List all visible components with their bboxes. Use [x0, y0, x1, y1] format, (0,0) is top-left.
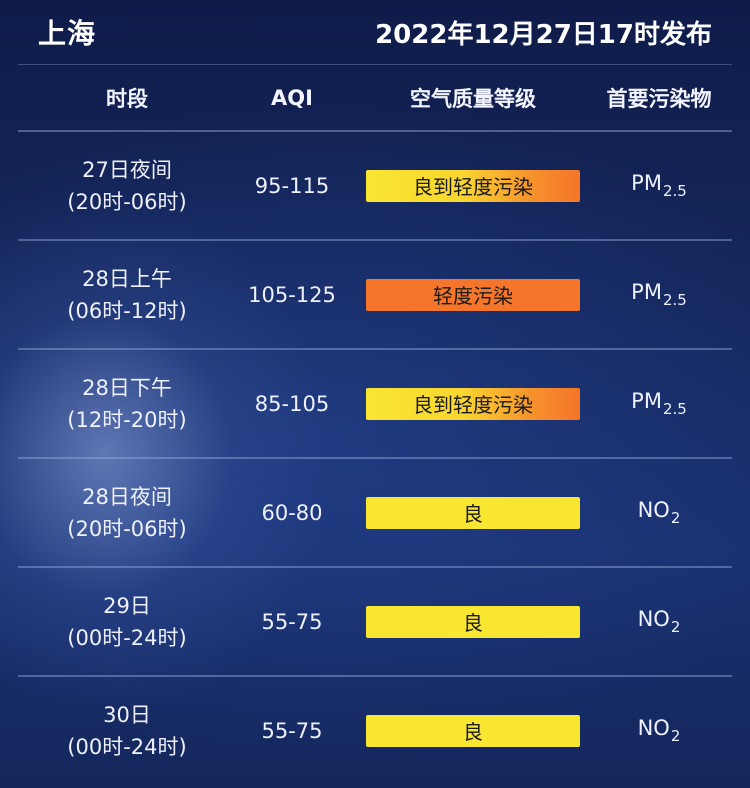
period-cell: 27日夜间 (20时-06时): [18, 154, 236, 218]
aqi-cell: 55-75: [236, 719, 348, 743]
level-cell: 良到轻度污染: [348, 169, 586, 202]
pollutant-main: PM: [631, 280, 662, 304]
pollutant-label: NO2: [638, 607, 681, 636]
period-range: (00时-24时): [67, 734, 187, 759]
pollutant-label: NO2: [638, 498, 681, 527]
pollutant-main: PM: [631, 389, 662, 413]
pollutant-cell: NO2: [586, 498, 732, 527]
level-cell: 良: [348, 605, 586, 638]
aqi-value: 55-75: [261, 609, 323, 634]
period-day: 27日夜间: [82, 157, 172, 182]
period-day: 28日夜间: [82, 484, 172, 509]
period-cell: 28日上午 (06时-12时): [18, 263, 236, 327]
column-header-pollutant: 首要污染物: [606, 86, 712, 111]
pollutant-main: NO: [637, 716, 670, 740]
pollutant-subscript: 2.5: [662, 291, 687, 309]
aqi-value: 85-105: [254, 391, 330, 416]
city-name: 上海: [38, 17, 97, 50]
pollutant-label: PM2.5: [631, 280, 687, 309]
table-row: 28日上午 (06时-12时) 105-125 轻度污染 PM2.5: [18, 239, 732, 348]
period-cell: 28日夜间 (20时-06时): [18, 481, 236, 545]
level-cell: 良到轻度污染: [348, 387, 586, 420]
aqi-cell: 55-75: [236, 610, 348, 634]
table-row: 28日下午 (12时-20时) 85-105 良到轻度污染 PM2.5: [18, 348, 732, 457]
pollutant-cell: PM2.5: [586, 280, 732, 309]
level-badge: 良到轻度污染: [366, 169, 580, 202]
period-day: 30日: [103, 702, 151, 727]
level-cell: 良: [348, 496, 586, 529]
pollutant-subscript: 2: [670, 727, 681, 745]
period-cell: 29日 (00时-24时): [18, 590, 236, 654]
pollutant-main: PM: [631, 171, 662, 195]
pollutant-cell: PM2.5: [586, 171, 732, 200]
publish-time: 2022年12月27日17时发布: [375, 19, 712, 50]
aqi-cell: 60-80: [236, 501, 348, 525]
level-badge: 良: [366, 714, 580, 747]
pollutant-label: PM2.5: [631, 389, 687, 418]
level-badge: 轻度污染: [366, 278, 580, 311]
period-cell: 28日下午 (12时-20时): [18, 372, 236, 436]
column-header-level: 空气质量等级: [410, 86, 536, 111]
level-cell: 轻度污染: [348, 278, 586, 311]
pollutant-cell: PM2.5: [586, 389, 732, 418]
period-range: (20时-06时): [67, 516, 187, 541]
pollutant-cell: NO2: [586, 716, 732, 745]
pollutant-subscript: 2: [670, 618, 681, 636]
header: 上海 2022年12月27日17时发布: [0, 0, 750, 64]
pollutant-main: NO: [637, 607, 670, 631]
aqi-forecast-table: 时段 AQI 空气质量等级 首要污染物 27日夜间 (20时-06时) 95-1…: [18, 64, 732, 782]
column-header-period: 时段: [106, 86, 148, 111]
table-row: 28日夜间 (20时-06时) 60-80 良 NO2: [18, 457, 732, 566]
table-header: 时段 AQI 空气质量等级 首要污染物: [18, 64, 732, 130]
aqi-cell: 105-125: [236, 283, 348, 307]
aqi-cell: 85-105: [236, 392, 348, 416]
table-row: 29日 (00时-24时) 55-75 良 NO2: [18, 566, 732, 675]
period-day: 28日下午: [82, 375, 172, 400]
column-header-aqi: AQI: [271, 85, 313, 110]
pollutant-subscript: 2: [670, 509, 681, 527]
level-cell: 良: [348, 714, 586, 747]
table-row: 30日 (00时-24时) 55-75 良 NO2: [18, 675, 732, 784]
period-cell: 30日 (00时-24时): [18, 699, 236, 763]
level-badge: 良: [366, 605, 580, 638]
aqi-value: 105-125: [248, 282, 336, 307]
level-badge: 良: [366, 496, 580, 529]
period-range: (06时-12时): [67, 298, 187, 323]
pollutant-cell: NO2: [586, 607, 732, 636]
aqi-cell: 95-115: [236, 174, 348, 198]
pollutant-subscript: 2.5: [662, 182, 687, 200]
period-day: 29日: [103, 593, 151, 618]
pollutant-main: NO: [637, 498, 670, 522]
period-range: (00时-24时): [67, 625, 187, 650]
pollutant-subscript: 2.5: [662, 400, 687, 418]
period-range: (12时-20时): [67, 407, 187, 432]
table-row: 27日夜间 (20时-06时) 95-115 良到轻度污染 PM2.5: [18, 130, 732, 239]
aqi-value: 55-75: [261, 718, 323, 743]
pollutant-label: PM2.5: [631, 171, 687, 200]
period-day: 28日上午: [82, 266, 172, 291]
aqi-value: 60-80: [261, 500, 323, 525]
aqi-value: 95-115: [254, 173, 330, 198]
level-badge: 良到轻度污染: [366, 387, 580, 420]
period-range: (20时-06时): [67, 189, 187, 214]
pollutant-label: NO2: [638, 716, 681, 745]
